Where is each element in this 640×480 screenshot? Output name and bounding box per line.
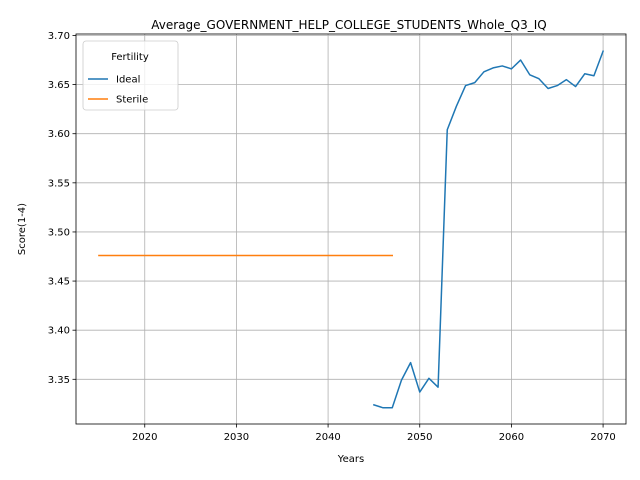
- y-tick-label: 3.55: [48, 178, 70, 189]
- y-tick-label: 3.65: [48, 80, 70, 91]
- x-tick-label: 2030: [224, 432, 249, 443]
- y-axis: 3.35 3.40 3.45 3.50 3.55 3.60 3.65 3.70: [48, 31, 76, 386]
- y-axis-label: Score(1-4): [17, 203, 28, 255]
- y-tick-label: 3.40: [48, 326, 70, 337]
- y-tick-label: 3.45: [48, 277, 70, 288]
- x-axis-label: Years: [337, 454, 364, 465]
- grid: [76, 34, 626, 424]
- y-tick-label: 3.70: [48, 31, 70, 42]
- x-axis: 2020 2030 2040 2050 2060 2070: [132, 424, 616, 443]
- legend-label-ideal: Ideal: [116, 75, 140, 86]
- legend-title: Fertility: [111, 52, 149, 63]
- y-tick-label: 3.50: [48, 227, 70, 238]
- series-line-ideal: [372, 50, 605, 409]
- y-tick-label: 3.60: [48, 129, 70, 140]
- plot-frame: [75, 33, 627, 425]
- series-lines: [98, 50, 605, 409]
- legend-box: [82, 40, 179, 111]
- x-tick-label: 2040: [315, 432, 340, 443]
- x-tick-label: 2050: [407, 432, 432, 443]
- x-tick-label: 2070: [590, 432, 615, 443]
- legend: Fertility Ideal Sterile: [82, 40, 179, 111]
- x-tick-label: 2060: [499, 432, 524, 443]
- legend-label-sterile: Sterile: [116, 95, 148, 106]
- y-tick-label: 3.35: [48, 375, 70, 386]
- x-tick-label: 2020: [132, 432, 157, 443]
- chart-title: Average_GOVERNMENT_HELP_COLLEGE_STUDENTS…: [151, 18, 546, 32]
